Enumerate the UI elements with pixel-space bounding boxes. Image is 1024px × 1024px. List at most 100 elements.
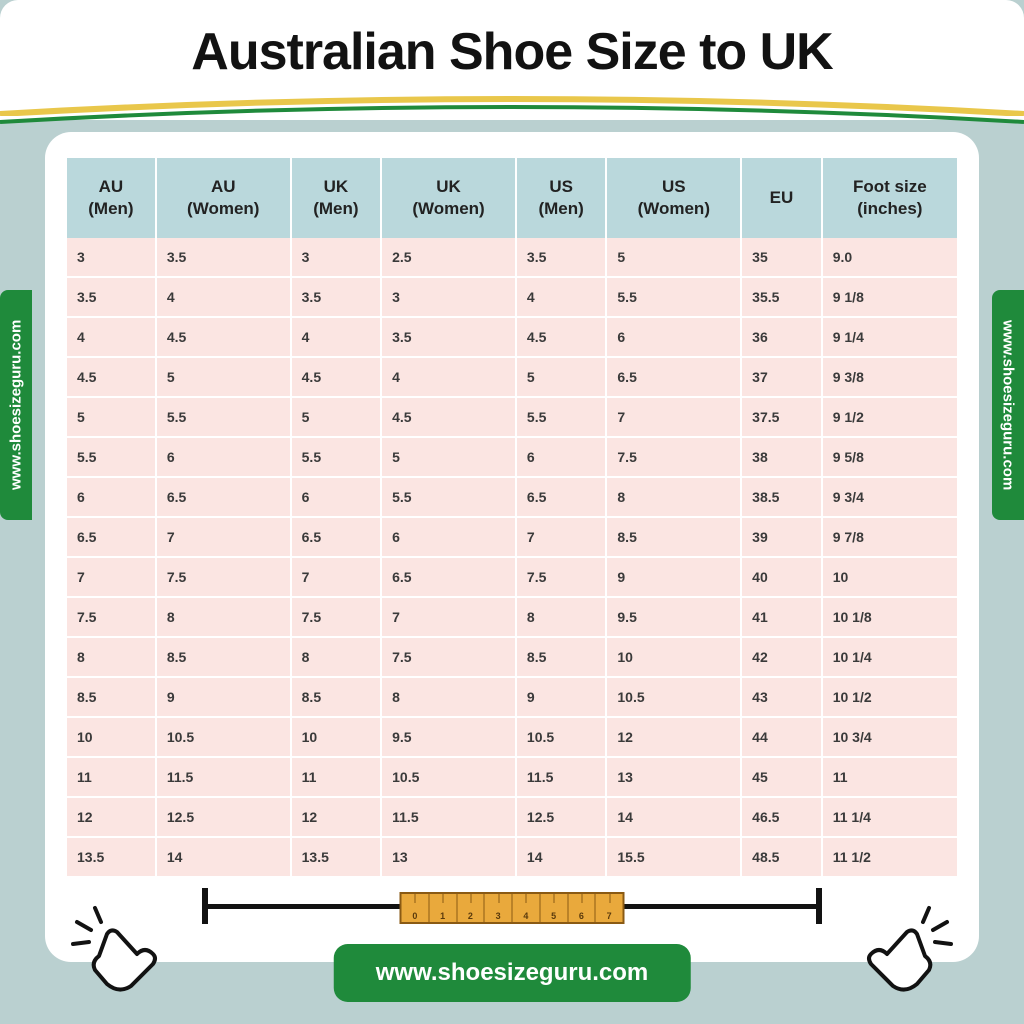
- table-cell: 46.5: [741, 797, 822, 837]
- table-cell: 35: [741, 238, 822, 277]
- side-link-right[interactable]: www.shoesizeguru.com: [992, 290, 1024, 520]
- table-cell: 43: [741, 677, 822, 717]
- table-cell: 11.5: [516, 757, 606, 797]
- table-row: 77.576.57.594010: [67, 557, 957, 597]
- table-cell: 6.5: [291, 517, 381, 557]
- table-cell: 9 3/8: [822, 357, 957, 397]
- table-cell: 13.5: [291, 837, 381, 876]
- side-link-label: www.shoesizeguru.com: [8, 320, 25, 490]
- table-cell: 5: [516, 357, 606, 397]
- table-cell: 10.5: [156, 717, 291, 757]
- table-cell: 3.5: [156, 238, 291, 277]
- table-cell: 4.5: [516, 317, 606, 357]
- table-cell: 7.5: [67, 597, 156, 637]
- table-cell: 8.5: [156, 637, 291, 677]
- ruler-mark: 4: [513, 894, 541, 922]
- table-cell: 4: [291, 317, 381, 357]
- table-cell: 8: [67, 637, 156, 677]
- table-row: 1212.51211.512.51446.511 1/4: [67, 797, 957, 837]
- table-row: 6.576.5678.5399 7/8: [67, 517, 957, 557]
- ruler-mark: 1: [429, 894, 457, 922]
- size-table: AU(Men)AU(Women)UK(Men)UK(Women)US(Men)U…: [67, 158, 957, 876]
- table-cell: 8: [381, 677, 516, 717]
- side-link-label: www.shoesizeguru.com: [1000, 320, 1017, 490]
- table-row: 7.587.5789.54110 1/8: [67, 597, 957, 637]
- table-row: 8.598.58910.54310 1/2: [67, 677, 957, 717]
- table-cell: 3: [381, 277, 516, 317]
- table-cell: 15.5: [606, 837, 741, 876]
- table-cell: 6: [156, 437, 291, 477]
- table-cell: 12: [67, 797, 156, 837]
- table-cell: 11.5: [156, 757, 291, 797]
- table-cell: 5.5: [67, 437, 156, 477]
- table-cell: 36: [741, 317, 822, 357]
- table-cell: 42: [741, 637, 822, 677]
- table-cell: 3.5: [67, 277, 156, 317]
- table-cell: 9 7/8: [822, 517, 957, 557]
- table-cell: 11 1/4: [822, 797, 957, 837]
- table-cell: 4: [381, 357, 516, 397]
- table-cell: 9 1/4: [822, 317, 957, 357]
- table-cell: 11: [67, 757, 156, 797]
- side-link-left[interactable]: www.shoesizeguru.com: [0, 290, 32, 520]
- table-cell: 40: [741, 557, 822, 597]
- table-cell: 6: [516, 437, 606, 477]
- table-cell: 5.5: [156, 397, 291, 437]
- column-header: AU(Women): [156, 158, 291, 238]
- table-cell: 7.5: [606, 437, 741, 477]
- table-cell: 5.5: [516, 397, 606, 437]
- table-cell: 37: [741, 357, 822, 397]
- table-cell: 3.5: [516, 238, 606, 277]
- ruler-mark: 6: [568, 894, 596, 922]
- table-cell: 3.5: [291, 277, 381, 317]
- ruler-mark: 0: [402, 894, 430, 922]
- table-cell: 9: [156, 677, 291, 717]
- table-row: 4.554.5456.5379 3/8: [67, 357, 957, 397]
- table-cell: 2.5: [381, 238, 516, 277]
- table-cell: 10 1/2: [822, 677, 957, 717]
- table-cell: 10 3/4: [822, 717, 957, 757]
- table-cell: 5.5: [291, 437, 381, 477]
- table-cell: 6.5: [156, 477, 291, 517]
- table-cell: 10: [67, 717, 156, 757]
- table-cell: 45: [741, 757, 822, 797]
- table-cell: 5: [67, 397, 156, 437]
- page-title: Australian Shoe Size to UK: [0, 0, 1024, 82]
- table-cell: 7: [381, 597, 516, 637]
- website-link-button[interactable]: www.shoesizeguru.com: [334, 944, 691, 1002]
- table-cell: 14: [516, 837, 606, 876]
- table-cell: 10.5: [381, 757, 516, 797]
- table-row: 1111.51110.511.5134511: [67, 757, 957, 797]
- click-hand-icon: [65, 898, 165, 998]
- table-cell: 8: [291, 637, 381, 677]
- column-header: EU: [741, 158, 822, 238]
- table-cell: 8.5: [67, 677, 156, 717]
- table-cell: 4: [516, 277, 606, 317]
- table-cell: 39: [741, 517, 822, 557]
- table-card: AU(Men)AU(Women)UK(Men)UK(Women)US(Men)U…: [45, 132, 979, 962]
- table-cell: 4: [156, 277, 291, 317]
- table-cell: 3: [291, 238, 381, 277]
- table-row: 3.543.5345.535.59 1/8: [67, 277, 957, 317]
- table-cell: 4.5: [291, 357, 381, 397]
- table-row: 88.587.58.5104210 1/4: [67, 637, 957, 677]
- table-row: 44.543.54.56369 1/4: [67, 317, 957, 357]
- table-cell: 10 1/4: [822, 637, 957, 677]
- table-cell: 12.5: [516, 797, 606, 837]
- table-cell: 38.5: [741, 477, 822, 517]
- header: Australian Shoe Size to UK: [0, 0, 1024, 120]
- footer: 01234567 www.shoesizeguru.com: [0, 886, 1024, 1016]
- table-cell: 10.5: [606, 677, 741, 717]
- table-cell: 7: [516, 517, 606, 557]
- table-cell: 10: [606, 637, 741, 677]
- table-cell: 5.5: [606, 277, 741, 317]
- table-cell: 3: [67, 238, 156, 277]
- table-cell: 6: [67, 477, 156, 517]
- table-row: 66.565.56.5838.59 3/4: [67, 477, 957, 517]
- table-cell: 6: [381, 517, 516, 557]
- table-cell: 11: [822, 757, 957, 797]
- table-body: 33.532.53.55359.03.543.5345.535.59 1/844…: [67, 238, 957, 876]
- table-cell: 10 1/8: [822, 597, 957, 637]
- table-cell: 10: [822, 557, 957, 597]
- table-cell: 6: [606, 317, 741, 357]
